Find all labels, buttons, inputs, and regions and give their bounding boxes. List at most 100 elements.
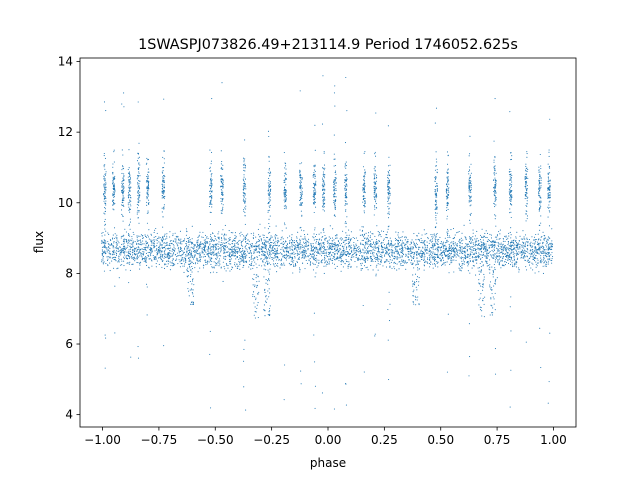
data-point [146, 236, 148, 238]
data-point [233, 243, 235, 245]
data-point [475, 251, 477, 253]
data-point [524, 242, 526, 244]
data-point [189, 260, 191, 262]
data-point [214, 235, 216, 238]
data-point [308, 238, 310, 240]
data-point [116, 234, 118, 236]
data-point [267, 228, 269, 230]
data-point [424, 247, 426, 249]
data-point [275, 254, 277, 256]
data-point [532, 239, 535, 241]
data-point [257, 259, 259, 261]
data-point [339, 249, 341, 251]
data-point [375, 247, 377, 249]
data-point [453, 252, 455, 254]
data-point [348, 242, 350, 244]
data-point [466, 248, 468, 250]
data-point [173, 264, 175, 266]
data-point [129, 183, 131, 185]
data-point [225, 244, 227, 247]
data-point [431, 251, 433, 253]
data-point [315, 257, 317, 259]
data-point [494, 245, 496, 247]
data-point [404, 261, 406, 263]
data-point [386, 258, 388, 261]
data-point [203, 244, 205, 246]
data-point [208, 248, 210, 250]
data-point [336, 257, 339, 259]
data-point [161, 266, 163, 268]
data-point [389, 259, 391, 261]
data-point [136, 249, 138, 252]
data-point [251, 258, 253, 260]
data-point [297, 247, 299, 249]
data-point [366, 249, 368, 251]
data-point [345, 254, 347, 256]
data-point [543, 255, 545, 257]
data-point [413, 233, 415, 235]
data-point [347, 251, 349, 253]
data-point [104, 186, 107, 188]
data-point [160, 251, 162, 253]
data-point [239, 268, 241, 270]
data-point [228, 256, 230, 258]
data-point [153, 236, 155, 238]
data-point [533, 260, 536, 262]
data-point [137, 240, 139, 242]
data-point [221, 161, 223, 163]
data-point [207, 241, 209, 243]
data-point [102, 252, 104, 254]
data-point [150, 239, 152, 241]
data-point [259, 244, 261, 246]
data-point [140, 241, 142, 243]
data-point [146, 212, 148, 214]
data-point [290, 238, 292, 241]
data-point [263, 250, 265, 253]
data-point [469, 258, 471, 260]
data-point [375, 259, 377, 261]
data-point [401, 260, 403, 262]
data-point [156, 238, 159, 240]
data-point [128, 194, 131, 196]
data-point [222, 164, 224, 166]
data-point [520, 257, 522, 259]
data-point [269, 193, 271, 195]
data-point [397, 232, 399, 234]
data-point [495, 241, 497, 244]
data-point [262, 261, 264, 263]
data-point [401, 247, 403, 249]
data-point [307, 248, 309, 250]
data-point [450, 245, 452, 247]
data-point [416, 244, 418, 246]
data-point [548, 251, 550, 253]
data-point [101, 249, 103, 251]
data-point [529, 244, 531, 246]
data-point [243, 159, 245, 161]
data-point [426, 246, 428, 248]
data-point [326, 261, 329, 263]
data-point [280, 237, 282, 239]
data-point [289, 264, 291, 266]
data-point [442, 252, 444, 254]
data-point [334, 242, 336, 244]
data-point [227, 241, 229, 243]
data-point [254, 251, 256, 253]
data-point [332, 252, 334, 254]
data-point [372, 260, 374, 262]
data-point [446, 240, 448, 242]
data-point [451, 256, 453, 258]
data-point [342, 238, 344, 240]
data-point [405, 243, 407, 245]
data-point [367, 235, 369, 237]
data-point [197, 239, 199, 241]
data-point [129, 188, 131, 190]
data-point [396, 239, 399, 241]
data-point [491, 246, 493, 248]
data-point [169, 240, 171, 242]
data-point [200, 241, 202, 243]
data-point [193, 245, 195, 247]
data-point [289, 241, 291, 243]
data-point [471, 239, 473, 241]
data-point [117, 267, 119, 269]
data-point [147, 246, 149, 248]
